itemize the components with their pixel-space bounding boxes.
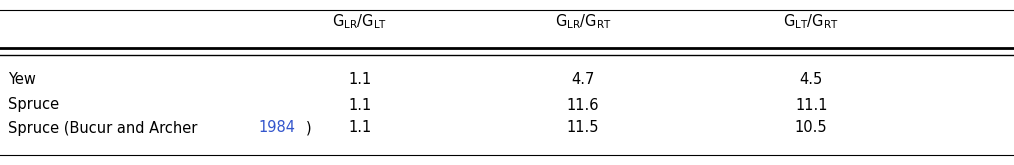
Text: $\mathrm{G_{LR}/G_{LT}}$: $\mathrm{G_{LR}/G_{LT}}$ — [333, 13, 387, 31]
Text: $\mathrm{G_{LR}/G_{RT}}$: $\mathrm{G_{LR}/G_{RT}}$ — [555, 13, 611, 31]
Text: 1.1: 1.1 — [349, 98, 371, 113]
Text: 1.1: 1.1 — [349, 72, 371, 87]
Text: Spruce (Bucur and Archer: Spruce (Bucur and Archer — [8, 120, 202, 135]
Text: 1.1: 1.1 — [349, 120, 371, 135]
Text: 10.5: 10.5 — [795, 120, 827, 135]
Text: 11.1: 11.1 — [795, 98, 827, 113]
Text: 1984: 1984 — [259, 120, 295, 135]
Text: Spruce: Spruce — [8, 98, 59, 113]
Text: $\mathrm{G_{LT}/G_{RT}}$: $\mathrm{G_{LT}/G_{RT}}$ — [784, 13, 839, 31]
Text: 11.5: 11.5 — [567, 120, 599, 135]
Text: Yew: Yew — [8, 72, 35, 87]
Text: 4.7: 4.7 — [571, 72, 595, 87]
Text: 4.5: 4.5 — [800, 72, 822, 87]
Text: ): ) — [306, 120, 311, 135]
Text: 11.6: 11.6 — [567, 98, 599, 113]
